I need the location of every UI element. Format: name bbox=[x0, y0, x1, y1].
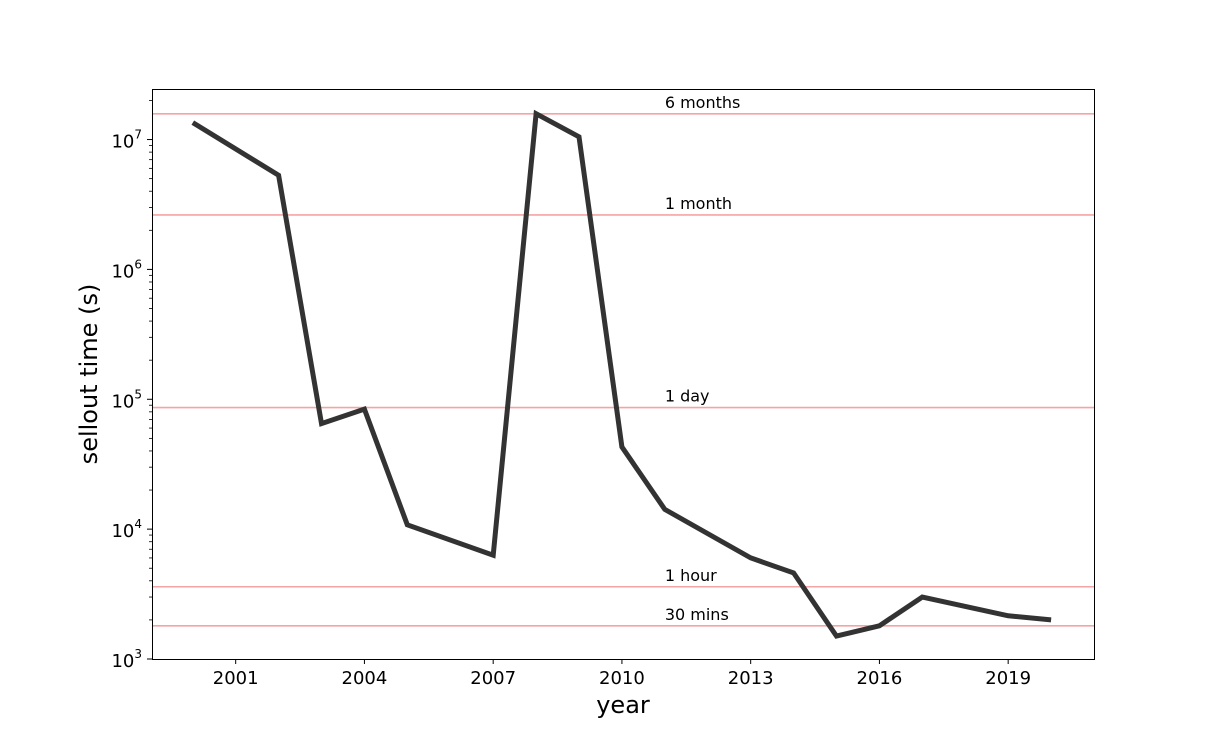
x-tick-label: 2016 bbox=[857, 668, 903, 689]
reference-line-label: 30 mins bbox=[665, 605, 729, 624]
x-tick-label: 2019 bbox=[985, 668, 1031, 689]
reference-lines: 6 months 1 month 1 day 1 hour 30 mins bbox=[152, 93, 1094, 627]
x-tick-label: 2001 bbox=[213, 668, 259, 689]
x-axis-title: year bbox=[596, 691, 650, 719]
y-tick-label: 107 bbox=[111, 128, 142, 153]
y-tick-label: 104 bbox=[111, 517, 142, 542]
y-axis: 103 104 105 106 107 bbox=[111, 100, 152, 672]
y-axis-title: sellout time (s) bbox=[75, 284, 103, 465]
plot-frame bbox=[152, 89, 1095, 660]
x-tick-label: 2004 bbox=[342, 668, 388, 689]
x-tick-label: 2007 bbox=[470, 668, 516, 689]
reference-line-label: 1 hour bbox=[665, 566, 717, 585]
y-tick-label: 103 bbox=[111, 647, 142, 672]
y-tick-label: 106 bbox=[111, 257, 142, 282]
reference-line-label: 6 months bbox=[665, 93, 741, 112]
reference-line-label: 1 day bbox=[665, 387, 710, 406]
x-axis: 2001 2004 2007 2010 2013 2016 2019 bbox=[213, 659, 1031, 689]
reference-line-label: 1 month bbox=[665, 194, 732, 213]
y-tick-label: 105 bbox=[111, 387, 142, 412]
x-tick-label: 2010 bbox=[599, 668, 645, 689]
series-line bbox=[191, 109, 1052, 639]
x-tick-label: 2013 bbox=[728, 668, 774, 689]
series-layer bbox=[191, 109, 1052, 639]
